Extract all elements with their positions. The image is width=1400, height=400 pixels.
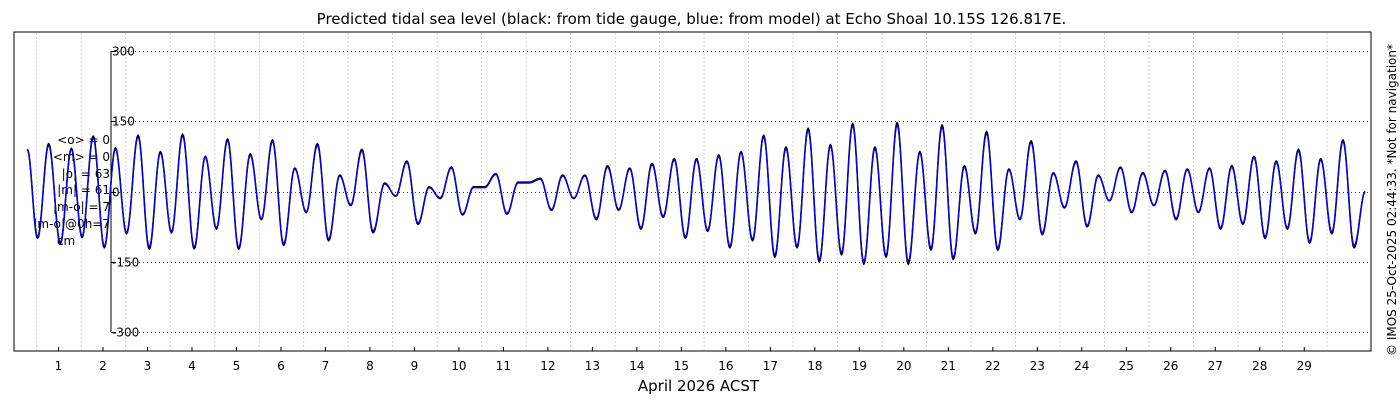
x-tick-label: 8 (366, 359, 374, 373)
x-tick-label: 28 (1252, 359, 1267, 373)
plot-frame (13, 31, 1372, 352)
x-axis-title: April 2026 ACST (638, 377, 760, 395)
y-axis: -300 -150 0 150 300 (110, 45, 139, 340)
x-tick-label: 18 (807, 359, 822, 373)
x-tick-label: 4 (188, 359, 196, 373)
x-tick-label: 26 (1163, 359, 1178, 373)
chart-title: Predicted tidal sea level (black: from t… (316, 10, 1067, 28)
x-tick-label: 11 (496, 359, 511, 373)
grid (36, 33, 1371, 350)
x-tick-label: 21 (941, 359, 956, 373)
x-tick-label: 14 (629, 359, 644, 373)
y-tick-label: -150 (112, 256, 139, 270)
stat-abs-model: |m| = 61 (57, 183, 110, 198)
x-tick-label: 24 (1074, 359, 1089, 373)
series (26, 121, 1366, 266)
x-tick-label: 5 (233, 359, 241, 373)
x-tick-label: 25 (1119, 359, 1134, 373)
y-tick-label: 0 (112, 186, 120, 200)
statistics-panel: <o> = 0 <m> = 0 |o| = 63 |m| = 61 |m-o| … (22, 132, 110, 250)
x-tick-label: 1 (55, 359, 63, 373)
x-tick-label: 3 (144, 359, 152, 373)
x-axis: 1 2 3 4 5 6 7 8 9 10 11 12 13 14 15 16 17 18 19 20 21 22 23 24 2… (55, 347, 1312, 373)
x-tick-label: 7 (322, 359, 330, 373)
x-tick-label: 15 (674, 359, 689, 373)
x-tick-label: 10 (451, 359, 466, 373)
x-tick-label: 17 (763, 359, 778, 373)
series-line-tide-gauge (26, 121, 1366, 266)
copyright-notice: © IMOS 25-Oct-2025 02:44:33. *Not for na… (1385, 44, 1399, 356)
x-tick-label: 6 (277, 359, 285, 373)
y-tick-label: -300 (112, 326, 139, 340)
x-tick-label: 13 (585, 359, 600, 373)
x-tick-label: 20 (896, 359, 911, 373)
x-tick-label: 27 (1208, 359, 1223, 373)
series-line-model (26, 124, 1366, 263)
y-tick-label: 150 (112, 115, 135, 129)
x-tick-label: 9 (411, 359, 419, 373)
x-tick-label: 19 (852, 359, 867, 373)
x-tick-label: 2 (99, 359, 107, 373)
x-tick-label: 12 (540, 359, 555, 373)
stat-abs-diff: |m-o| = 7 (53, 200, 110, 215)
x-tick-label: 16 (718, 359, 733, 373)
x-tick-label: 23 (1030, 359, 1045, 373)
y-tick-label: 300 (112, 45, 135, 59)
x-tick-label: 29 (1297, 359, 1312, 373)
stat-abs-diff-0h: |m-o|@0h=7 (33, 216, 110, 231)
x-tick-label: 22 (985, 359, 1000, 373)
stat-mean-observed: <o> = 0 (57, 133, 110, 147)
